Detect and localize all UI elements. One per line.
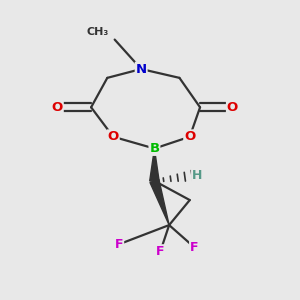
Polygon shape xyxy=(150,148,159,181)
Text: F: F xyxy=(115,238,123,251)
Text: B: B xyxy=(149,142,160,155)
Text: F: F xyxy=(190,241,198,254)
Text: O: O xyxy=(227,101,238,114)
Text: O: O xyxy=(52,101,63,114)
Text: H: H xyxy=(192,169,202,182)
Text: F: F xyxy=(156,245,165,258)
Text: N: N xyxy=(136,62,147,76)
Polygon shape xyxy=(150,179,169,225)
Text: O: O xyxy=(184,130,195,143)
Text: CH₃: CH₃ xyxy=(86,27,109,37)
Text: O: O xyxy=(108,130,119,143)
